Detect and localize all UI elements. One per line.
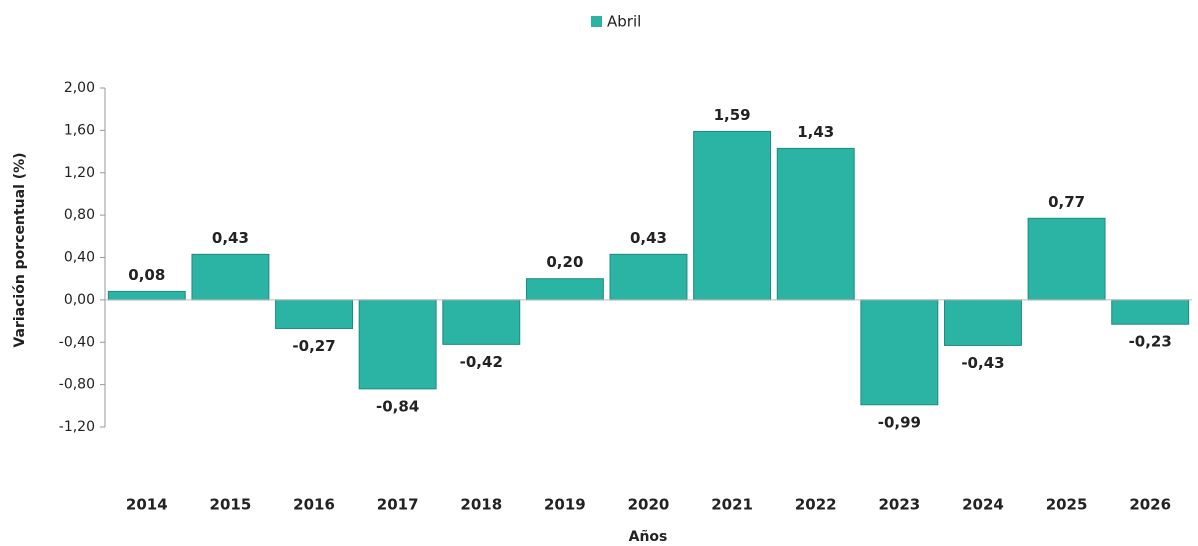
bar <box>693 130 772 301</box>
legend-swatch <box>591 16 602 27</box>
bar <box>776 147 855 301</box>
bar <box>525 278 604 301</box>
value-label: -0,27 <box>292 337 335 355</box>
y-tick-label: 0,40 <box>64 250 95 266</box>
x-tick-label: 2018 <box>460 496 502 514</box>
value-label: 0,43 <box>212 229 249 247</box>
value-label: 1,59 <box>714 106 751 124</box>
bar <box>275 299 354 329</box>
value-label: 0,77 <box>1048 193 1085 211</box>
bar <box>442 299 521 345</box>
x-tick-label: 2020 <box>628 496 670 514</box>
value-label: -0,43 <box>961 354 1004 372</box>
x-tick-label: 2024 <box>962 496 1004 514</box>
bar <box>358 299 437 390</box>
bar <box>609 253 688 301</box>
value-label: 1,43 <box>797 123 834 141</box>
x-axis-label: Años <box>629 529 668 545</box>
value-label: -0,99 <box>878 413 921 431</box>
x-tick-label: 2025 <box>1046 496 1088 514</box>
x-tick-label: 2015 <box>210 496 252 514</box>
x-tick-label: 2019 <box>544 496 586 514</box>
y-tick-label: 2,00 <box>64 80 95 96</box>
y-tick-label: -1,20 <box>59 419 95 435</box>
x-tick-label: 2021 <box>711 496 753 514</box>
value-label: 0,08 <box>128 266 165 284</box>
value-label: -0,23 <box>1129 333 1172 351</box>
y-tick-label: 1,60 <box>64 122 95 138</box>
x-tick-label: 2017 <box>377 496 419 514</box>
value-label: 0,20 <box>546 253 583 271</box>
value-label: -0,42 <box>460 353 503 371</box>
y-tick-label: 0,00 <box>64 292 95 308</box>
bar <box>1111 299 1190 325</box>
value-label: 0,43 <box>630 229 667 247</box>
x-tick-label: 2014 <box>126 496 168 514</box>
bar <box>860 299 939 406</box>
x-tick-label: 2016 <box>293 496 335 514</box>
x-tick-label: 2023 <box>878 496 920 514</box>
x-tick-label: 2026 <box>1129 496 1171 514</box>
bar <box>943 299 1022 346</box>
y-tick-label: -0,40 <box>59 334 95 350</box>
bar <box>1027 217 1106 301</box>
y-tick-label: 1,20 <box>64 165 95 181</box>
y-tick-label: -0,80 <box>59 377 95 393</box>
y-axis-label: Variación porcentual (%) <box>12 152 28 347</box>
legend-label: Abril <box>607 13 641 31</box>
value-label: -0,84 <box>376 397 419 415</box>
bar <box>107 290 186 301</box>
y-tick-label: 0,80 <box>64 207 95 223</box>
x-tick-label: 2022 <box>795 496 837 514</box>
bar <box>191 253 270 301</box>
